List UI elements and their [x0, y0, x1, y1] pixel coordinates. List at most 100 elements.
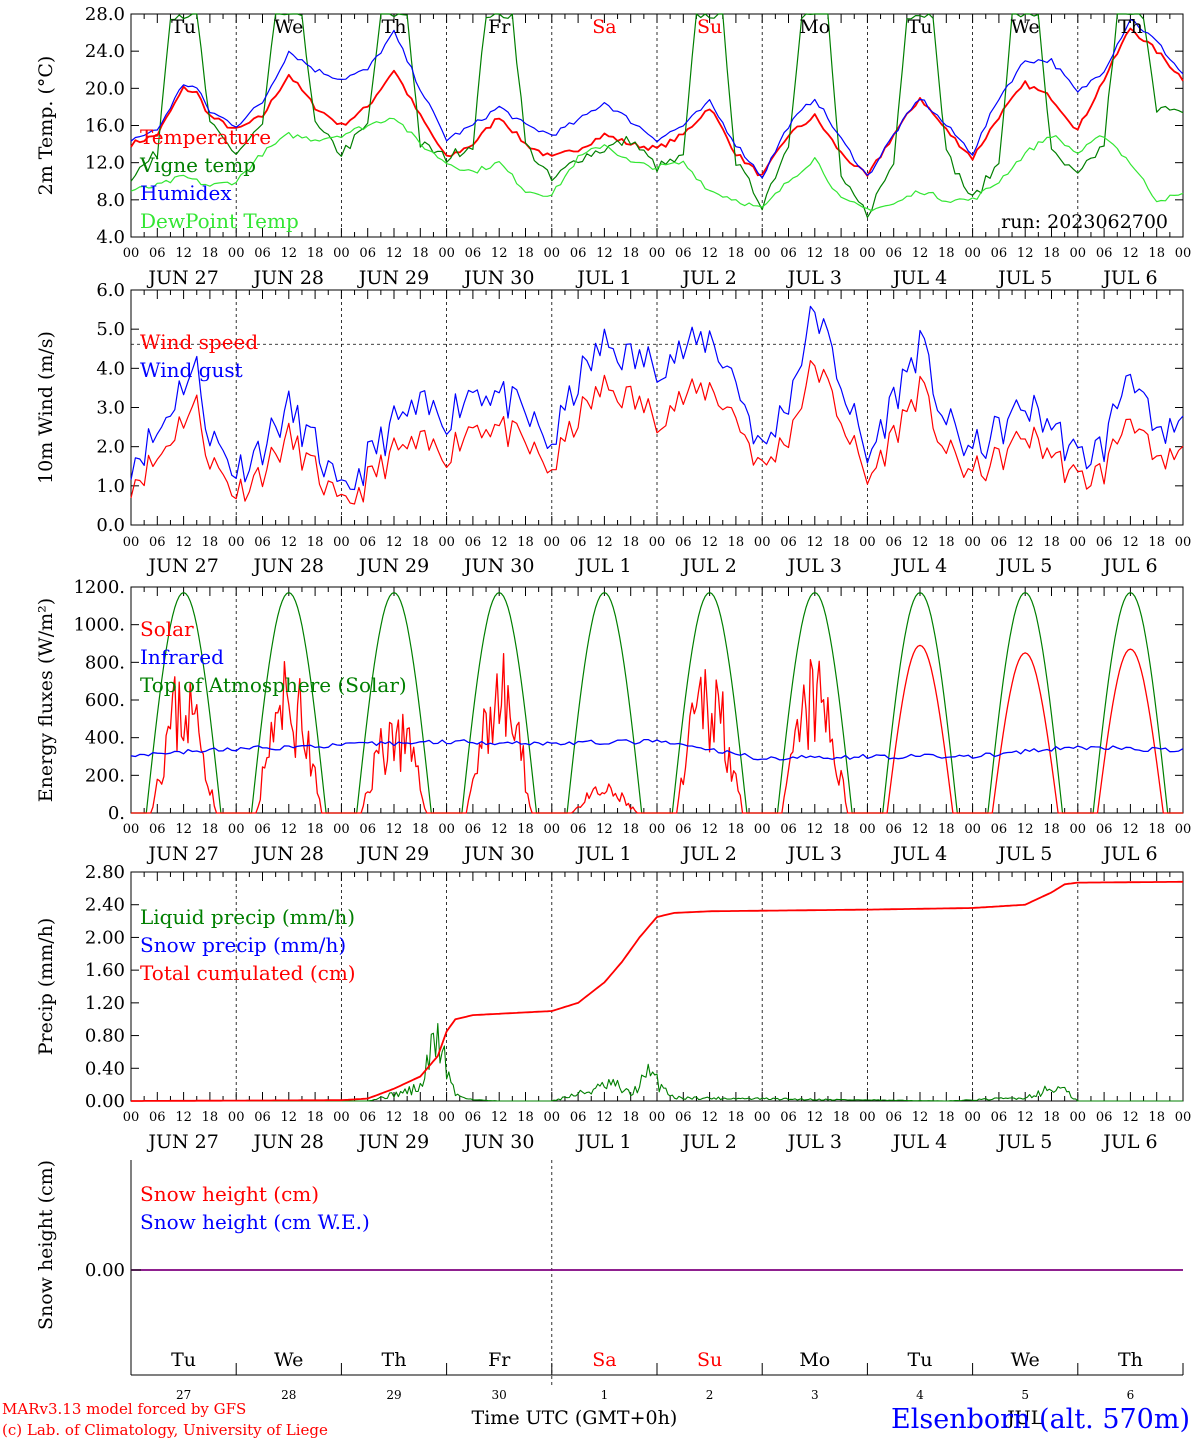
hour-tick-label: 06 [991, 1110, 1008, 1125]
hour-tick-label: 06 [675, 1110, 692, 1125]
y-tick-label: 0.00 [85, 1091, 125, 1112]
hour-tick-label: 12 [596, 246, 613, 261]
hour-tick-label: 18 [833, 535, 850, 550]
hour-tick-label: 06 [991, 822, 1008, 837]
date-label: JUN 30 [462, 843, 534, 865]
hour-tick-label: 00 [123, 535, 140, 550]
hour-tick-label: 00 [438, 1110, 455, 1125]
hour-tick-label: 18 [1148, 535, 1165, 550]
weekday-label: We [1011, 1349, 1040, 1371]
credit-line-2: (c) Lab. of Climatology, University of L… [2, 1421, 328, 1439]
hour-tick-label: 06 [149, 822, 166, 837]
legend-entry: Vigne temp [139, 153, 256, 177]
hour-tick-label: 12 [491, 822, 508, 837]
hour-tick-label: 12 [912, 535, 929, 550]
hour-tick-label: 06 [570, 535, 587, 550]
hour-tick-label: 00 [859, 822, 876, 837]
hour-tick-label: 18 [728, 1110, 745, 1125]
hour-tick-label: 00 [754, 822, 771, 837]
hour-tick-label: 18 [517, 822, 534, 837]
month-label: JUL [1005, 1407, 1044, 1429]
hour-tick-label: 00 [1175, 822, 1192, 837]
hour-tick-label: 12 [701, 822, 718, 837]
legend-entry: Liquid precip (mm/h) [140, 905, 355, 929]
day-number-label: 5 [1021, 1388, 1029, 1402]
hour-tick-label: 00 [1175, 535, 1192, 550]
hour-tick-label: 00 [228, 535, 245, 550]
date-label: JUL 3 [786, 1131, 842, 1153]
hour-tick-label: 00 [544, 246, 561, 261]
snow-panel: 0.00 Snow height (cm) Snow height (cm) Snow… [35, 1160, 1184, 1429]
date-label: JUN 30 [462, 267, 534, 289]
legend-entry: Snow precip (mm/h) [140, 933, 346, 957]
date-label: JUL 4 [891, 555, 947, 577]
hour-tick-label: 12 [596, 822, 613, 837]
hour-tick-label: 18 [412, 1110, 429, 1125]
y-tick-label: 4.0 [96, 227, 125, 248]
hour-tick-label: 18 [1043, 246, 1060, 261]
hour-tick-label: 12 [386, 822, 403, 837]
weekday-label: We [1011, 16, 1040, 38]
y-tick-label: 0. [108, 803, 125, 824]
hour-tick-label: 12 [491, 246, 508, 261]
weekday-label: We [274, 1349, 303, 1371]
hour-tick-label: 06 [1096, 246, 1113, 261]
hour-tick-label: 06 [885, 822, 902, 837]
hour-tick-label: 18 [1148, 246, 1165, 261]
hour-tick-label: 12 [175, 1110, 192, 1125]
hour-tick-label: 06 [885, 246, 902, 261]
date-label: JUL 4 [891, 1131, 947, 1153]
hour-tick-label: 00 [123, 246, 140, 261]
hour-tick-label: 18 [307, 535, 324, 550]
weekday-label: Su [697, 1349, 722, 1371]
hour-tick-label: 18 [938, 535, 955, 550]
hour-tick-label: 18 [517, 1110, 534, 1125]
weekday-label: Su [697, 16, 722, 38]
hour-tick-label: 18 [202, 246, 219, 261]
series-line-wind-speed [130, 360, 1184, 505]
weekday-label: Tu [171, 16, 196, 38]
date-label: JUL 5 [996, 1131, 1052, 1153]
y-tick-label: 0.00 [85, 1260, 125, 1281]
hour-tick-label: 06 [359, 246, 376, 261]
y-tick-label: 16.0 [85, 116, 125, 137]
legend-entry: Solar [140, 617, 194, 641]
hour-tick-label: 00 [859, 1110, 876, 1125]
hour-tick-label: 06 [675, 535, 692, 550]
hour-tick-label: 06 [780, 535, 797, 550]
hour-tick-label: 00 [649, 246, 666, 261]
hour-tick-label: 06 [570, 1110, 587, 1125]
series-line-infrared [130, 738, 1184, 761]
date-label: JUL 6 [1101, 555, 1157, 577]
hour-tick-label: 12 [281, 822, 298, 837]
date-label: JUL 4 [891, 843, 947, 865]
hour-tick-label: 18 [833, 822, 850, 837]
hour-tick-label: 00 [1175, 246, 1192, 261]
hour-tick-label: 00 [333, 1110, 350, 1125]
series-line-vigne-temp [130, 13, 1184, 218]
hour-tick-label: 18 [938, 1110, 955, 1125]
hour-tick-label: 00 [1070, 246, 1087, 261]
hour-tick-label: 12 [701, 246, 718, 261]
hour-tick-label: 06 [570, 246, 587, 261]
hour-tick-label: 12 [1122, 246, 1139, 261]
y-tick-label: 1000. [73, 615, 125, 636]
date-label: JUL 1 [575, 1131, 631, 1153]
series-line-solar [131, 644, 1183, 814]
date-label: JUN 28 [252, 555, 324, 577]
day-number-label: 6 [1127, 1388, 1135, 1402]
weekday-label: Tu [171, 1349, 196, 1371]
y-tick-label: 12.0 [85, 153, 125, 174]
hour-tick-label: 00 [1175, 1110, 1192, 1125]
hour-tick-label: 18 [202, 535, 219, 550]
date-label: JUN 29 [357, 843, 429, 865]
date-label: JUL 2 [680, 1131, 736, 1153]
weekday-label: Th [1118, 16, 1143, 38]
weekday-label: Th [382, 16, 407, 38]
date-label: JUN 29 [357, 267, 429, 289]
hour-tick-label: 18 [307, 246, 324, 261]
y-tick-label: 4.0 [96, 358, 125, 379]
weekday-label: Fr [488, 16, 511, 38]
hour-tick-label: 06 [780, 246, 797, 261]
hour-tick-label: 12 [491, 535, 508, 550]
